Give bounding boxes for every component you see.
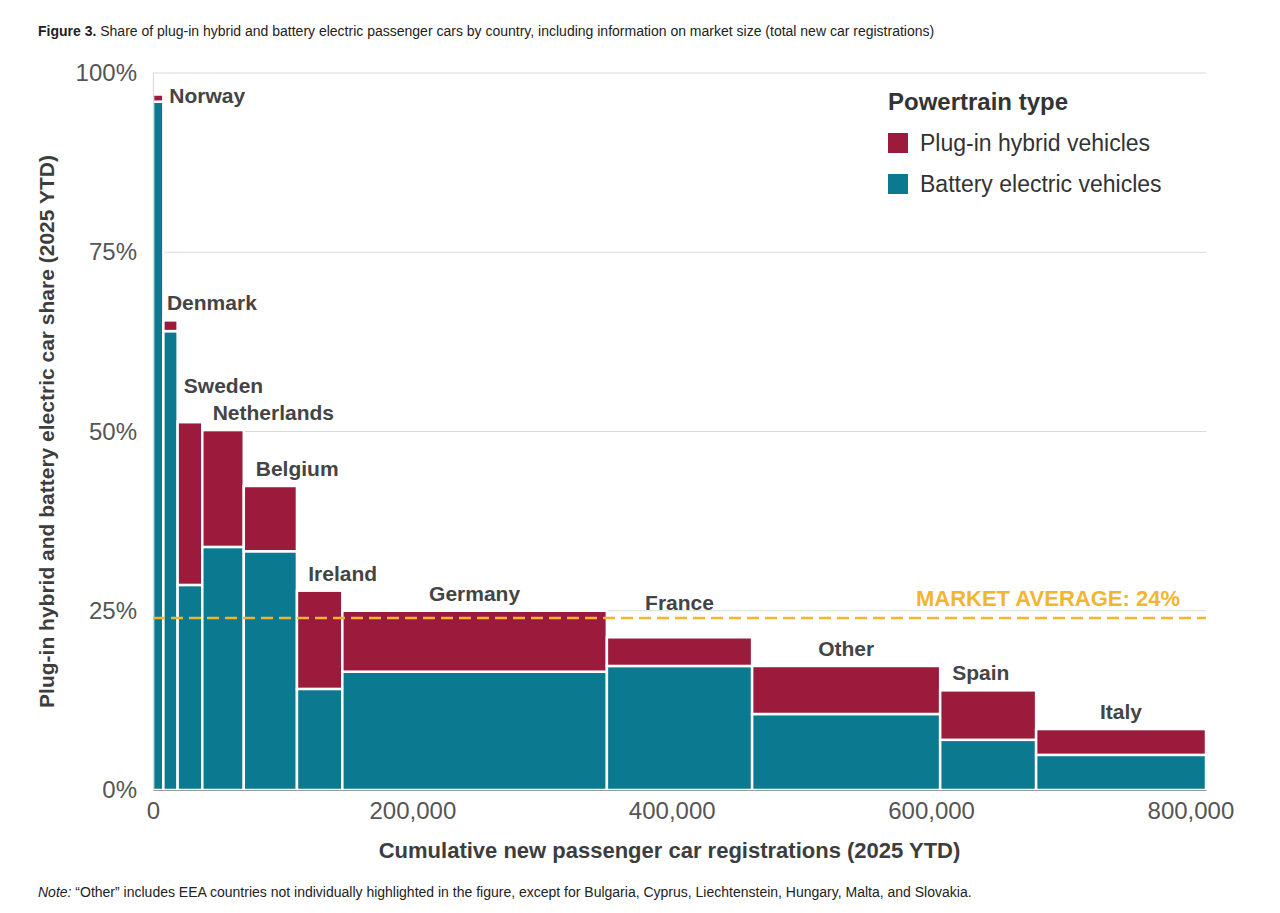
bar-segment <box>163 320 177 331</box>
legend-label: Battery electric vehicles <box>920 171 1162 197</box>
bar-segment <box>1036 755 1206 790</box>
x-tick-label: 800,000 <box>1148 797 1235 824</box>
title-rest: Share of plug-in hybrid and battery elec… <box>96 23 934 39</box>
category-label: Denmark <box>167 291 257 314</box>
bar-segment <box>244 551 297 790</box>
bar-segment <box>202 430 243 547</box>
y-tick: 50% <box>89 418 153 445</box>
legend-item: Battery electric vehicles <box>888 171 1162 197</box>
y-tick-label: 0% <box>102 776 137 803</box>
x-tick-label: 600,000 <box>888 797 975 824</box>
x-axis-title: Cumulative new passenger car registratio… <box>379 838 961 863</box>
x-axis-line <box>154 790 1207 791</box>
annotations: MARKET AVERAGE: 24% <box>153 586 1206 618</box>
legend-swatch <box>888 133 908 153</box>
grid <box>153 73 1206 790</box>
category-label: Other <box>818 637 874 660</box>
x-tick: 600,000 <box>888 790 975 824</box>
chart-note: Note: “Other” includes EEA countries not… <box>38 884 972 900</box>
bar-segment <box>178 585 203 790</box>
bar-segment <box>940 690 1036 739</box>
bar-segment <box>202 547 243 790</box>
category-label: Ireland <box>308 562 377 585</box>
bar-segment <box>153 102 163 790</box>
bar-segment <box>1036 729 1206 755</box>
bar-segment <box>752 714 940 790</box>
legend-item: Plug-in hybrid vehicles <box>888 130 1150 156</box>
y-tick-label: 100% <box>76 59 137 86</box>
y-tick: 75% <box>89 238 153 265</box>
bar-segment <box>607 637 752 666</box>
y-axis-line <box>153 74 154 791</box>
bar-segment <box>244 486 297 551</box>
category-label: Belgium <box>256 457 339 480</box>
bar-segment <box>752 666 940 714</box>
note-lead: Note: <box>38 884 72 900</box>
bar-segment <box>178 422 203 585</box>
bar-segment <box>342 611 607 672</box>
category-label: Sweden <box>184 374 263 397</box>
y-tick: 0% <box>102 776 153 803</box>
x-tick-label: 400,000 <box>629 797 716 824</box>
category-label: Norway <box>169 84 245 107</box>
y-axis: 0% 25% 50% 75% 100% <box>76 59 154 803</box>
legend: Powertrain type Plug-in hybrid vehicles Ba… <box>888 88 1162 197</box>
category-label: Spain <box>952 661 1009 684</box>
y-axis-title: Plug-in hybrid and battery electric car … <box>35 155 58 708</box>
y-tick-label: 50% <box>89 418 137 445</box>
bar-segment <box>163 331 177 790</box>
average-label: MARKET AVERAGE: 24% <box>916 586 1180 611</box>
title-lead: Figure 3. <box>38 23 96 39</box>
y-tick: 25% <box>89 597 153 624</box>
x-tick: 0 <box>147 790 160 824</box>
bar-segment <box>607 666 752 790</box>
x-tick: 800,000 <box>1148 790 1235 824</box>
chart-title: Figure 3. Share of plug-in hybrid and ba… <box>38 23 934 39</box>
legend-label: Plug-in hybrid vehicles <box>920 130 1150 156</box>
grid-line <box>153 72 1206 73</box>
x-tick-label: 200,000 <box>369 797 456 824</box>
x-tick: 400,000 <box>629 790 716 824</box>
category-label: Italy <box>1100 700 1142 723</box>
x-tick-label: 0 <box>147 797 160 824</box>
bar-segment <box>297 689 342 790</box>
legend-title: Powertrain type <box>888 88 1068 115</box>
bar-segment <box>940 740 1036 790</box>
y-tick: 100% <box>76 59 153 86</box>
bar-segment <box>342 672 607 790</box>
y-tick-label: 75% <box>89 238 137 265</box>
average-line <box>153 617 1206 620</box>
legend-swatch <box>888 174 908 194</box>
y-tick-label: 25% <box>89 597 137 624</box>
chart-svg: Figure 3. Share of plug-in hybrid and ba… <box>0 0 1280 913</box>
note-rest: “Other” includes EEA countries not indiv… <box>71 884 971 900</box>
category-label: Germany <box>429 582 520 605</box>
grid-line <box>153 431 1206 432</box>
bars <box>153 95 1206 790</box>
bar-segment <box>153 95 163 102</box>
x-axis: 0 200,000 400,000 600,000 800,000 <box>147 790 1235 824</box>
category-label: Netherlands <box>213 401 334 424</box>
grid-line <box>153 252 1206 253</box>
x-tick: 200,000 <box>369 790 456 824</box>
category-label: France <box>645 591 714 614</box>
bar-segment <box>297 591 342 689</box>
